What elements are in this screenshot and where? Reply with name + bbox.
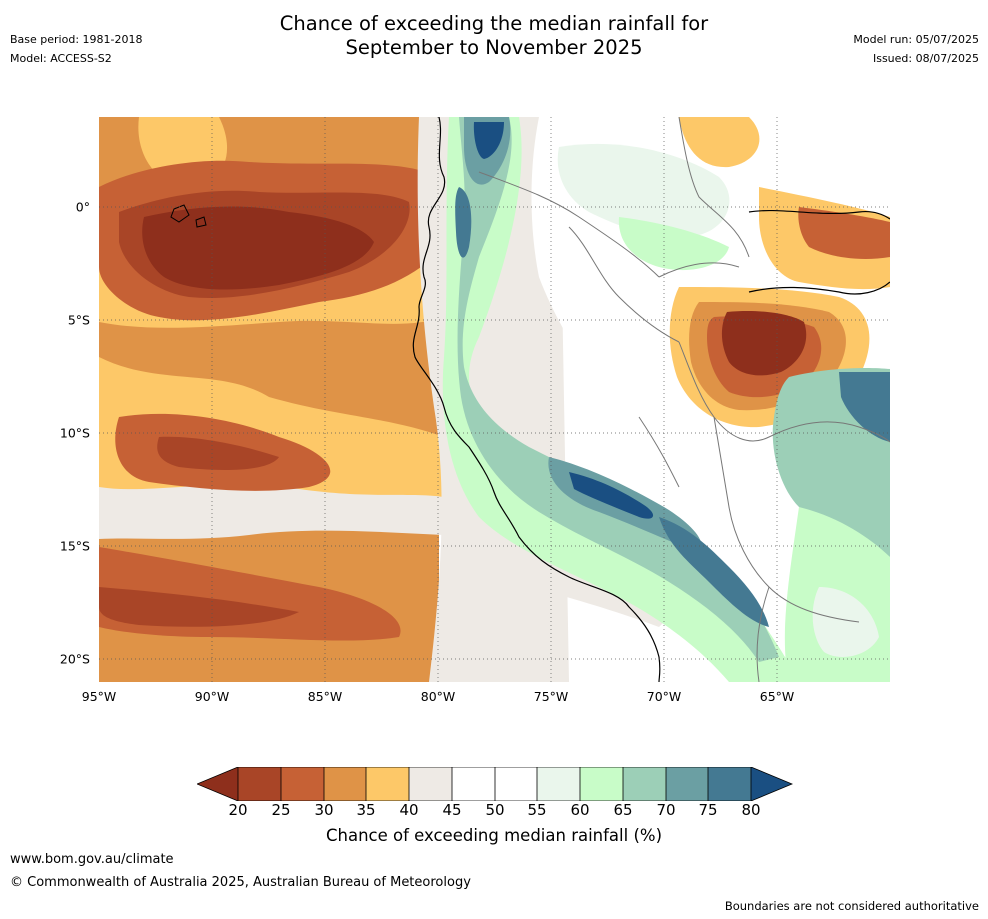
colorbar-tick-40: 40 <box>399 801 419 819</box>
colorbar-tick-70: 70 <box>656 801 676 819</box>
dry-zone-south-2-core <box>99 587 299 627</box>
colorbar-segment-35-40 <box>366 767 409 801</box>
metadata-left: Base period: 1981-2018 Model: ACCESS-S2 <box>10 30 142 68</box>
model-run-text: Model run: 05/07/2025 <box>853 33 979 46</box>
land-wet-patch-north <box>618 217 729 271</box>
land-light-wet-north <box>557 143 730 237</box>
dry-zone-galapagos-core <box>142 206 374 290</box>
galapagos-islands <box>170 204 207 228</box>
colorbar-segment-45-50 <box>452 767 495 801</box>
colorbar-segment-55-60 <box>537 767 580 801</box>
rainfall-probability-map <box>99 117 890 682</box>
colorbar-tick-55: 55 <box>527 801 547 819</box>
wet-core-bolivia <box>659 517 769 627</box>
colorbar-dividers <box>237 767 752 801</box>
colorbar-segment-20-25 <box>238 767 281 801</box>
colorbar-segment-65-70 <box>623 767 666 801</box>
title-line-2: September to November 2025 <box>345 36 643 59</box>
lon-label-95w: 95°W <box>81 689 117 704</box>
lon-label-90w: 90°W <box>194 689 230 704</box>
colorbar-segment-30-35 <box>324 767 366 801</box>
land-dry-patch-top <box>679 117 760 168</box>
lat-label-20s: 20°S <box>59 651 90 667</box>
colorbar <box>197 767 793 801</box>
colorbar-min-arrow <box>197 767 238 801</box>
colorbar-tick-25: 25 <box>271 801 291 819</box>
lon-label-75w: 75°W <box>533 689 569 704</box>
pacific-coastline <box>412 117 661 682</box>
lon-label-85w: 85°W <box>307 689 343 704</box>
issued-text: Issued: 08/07/2025 <box>872 52 979 65</box>
model-text: Model: ACCESS-S2 <box>10 52 112 65</box>
lat-label-15s: 15°S <box>59 538 90 554</box>
colorbar-outline <box>197 767 793 801</box>
dry-zone-south-1-core <box>157 436 279 470</box>
amazon-dry-north-core <box>798 207 890 259</box>
country-borders <box>478 117 890 682</box>
wet-core-north-2 <box>473 122 504 159</box>
colorbar-segment-40-45 <box>409 767 452 801</box>
colorbar-tick-75: 75 <box>698 801 718 819</box>
wet-core-ecuador <box>455 187 472 258</box>
colorbar-tick-20: 20 <box>228 801 248 819</box>
south-east-light <box>812 587 879 657</box>
colorbar-tick-50: 50 <box>485 801 505 819</box>
amazon-dry-south-core <box>721 311 807 376</box>
brazil-wet-core <box>839 372 890 442</box>
colorbar-segment-70-75 <box>666 767 708 801</box>
footer-copyright: © Commonwealth of Australia 2025, Austra… <box>10 875 471 890</box>
base-period-text: Base period: 1981-2018 <box>10 33 143 46</box>
colorbar-label: Chance of exceeding median rainfall (%) <box>325 826 663 845</box>
footer-url: www.bom.gov.au/climate <box>10 852 174 867</box>
colorbar-tick-80: 80 <box>741 801 761 819</box>
lat-label-10s: 10°S <box>59 425 90 441</box>
wet-core-peru-inner <box>569 472 654 519</box>
metadata-right: Model run: 05/07/2025 Issued: 08/07/2025 <box>853 30 979 68</box>
map-svg <box>99 117 890 682</box>
colorbar-tick-45: 45 <box>442 801 462 819</box>
map-title: Chance of exceeding the median rainfall … <box>0 12 988 60</box>
lat-label-5s: 5°S <box>67 312 90 328</box>
colorbar-tick-60: 60 <box>570 801 590 819</box>
amazon-river-coastline <box>748 209 890 295</box>
colorbar-segment-25-30 <box>281 767 324 801</box>
colorbar-tick-35: 35 <box>356 801 376 819</box>
lat-label-0: 0° <box>75 199 90 215</box>
colorbar-max-arrow <box>751 767 792 801</box>
lon-label-70w: 70°W <box>646 689 682 704</box>
colorbar-segment-60-65 <box>580 767 623 801</box>
footer-disclaimer: Boundaries are not considered authoritat… <box>724 899 979 913</box>
colorbar-tick-30: 30 <box>314 801 334 819</box>
colorbar-segment-50-55 <box>495 767 537 801</box>
colorbar-segment-75-80 <box>708 767 751 801</box>
ocean-band-neutral <box>99 484 444 539</box>
lon-label-65w: 65°W <box>759 689 795 704</box>
lon-label-80w: 80°W <box>420 689 456 704</box>
colorbar-tick-65: 65 <box>613 801 633 819</box>
title-line-1: Chance of exceeding the median rainfall … <box>279 12 709 35</box>
wet-band-andes-outer <box>442 117 799 682</box>
